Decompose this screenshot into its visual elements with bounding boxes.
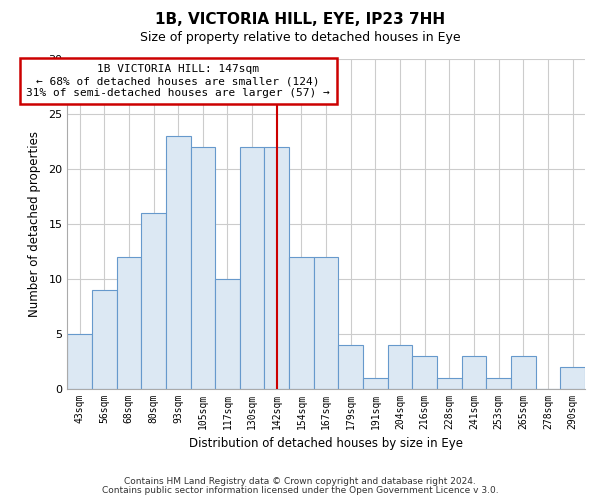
Bar [240,147,265,388]
Bar [487,378,511,388]
Bar [191,147,215,388]
Text: Contains HM Land Registry data © Crown copyright and database right 2024.: Contains HM Land Registry data © Crown c… [124,477,476,486]
Bar [363,378,388,388]
Y-axis label: Number of detached properties: Number of detached properties [28,131,41,317]
Text: 1B VICTORIA HILL: 147sqm
← 68% of detached houses are smaller (124)
31% of semi-: 1B VICTORIA HILL: 147sqm ← 68% of detach… [26,64,330,98]
Text: Size of property relative to detached houses in Eye: Size of property relative to detached ho… [140,31,460,44]
Bar [265,147,289,388]
X-axis label: Distribution of detached houses by size in Eye: Distribution of detached houses by size … [189,437,463,450]
Bar [92,290,116,388]
Bar [67,334,92,388]
Bar [462,356,487,388]
Bar [314,256,338,388]
Bar [511,356,536,388]
Bar [141,213,166,388]
Bar [166,136,191,388]
Bar [289,256,314,388]
Bar [560,366,585,388]
Text: 1B, VICTORIA HILL, EYE, IP23 7HH: 1B, VICTORIA HILL, EYE, IP23 7HH [155,12,445,28]
Bar [116,256,141,388]
Bar [388,344,412,389]
Bar [338,344,363,389]
Bar [412,356,437,388]
Text: Contains public sector information licensed under the Open Government Licence v : Contains public sector information licen… [101,486,499,495]
Bar [215,278,240,388]
Bar [437,378,462,388]
